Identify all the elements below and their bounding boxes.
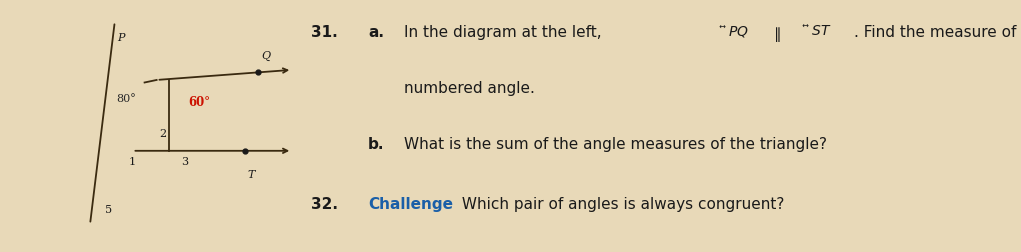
Text: $\parallel$: $\parallel$	[771, 25, 781, 44]
Text: 32.: 32.	[311, 197, 338, 211]
Text: 60°: 60°	[188, 96, 209, 109]
Text: 2: 2	[159, 129, 166, 139]
Text: T: T	[248, 169, 255, 179]
Text: 3: 3	[181, 156, 188, 166]
Text: 80°: 80°	[116, 93, 137, 103]
Text: P: P	[117, 33, 125, 43]
Text: In the diagram at the left,: In the diagram at the left,	[403, 25, 606, 40]
Text: $\overleftrightarrow{ST}$: $\overleftrightarrow{ST}$	[803, 23, 832, 38]
Text: a.: a.	[369, 25, 384, 40]
Text: numbered angle.: numbered angle.	[403, 81, 535, 96]
Text: 1: 1	[129, 156, 136, 166]
Text: . Find the measure of each: . Find the measure of each	[854, 25, 1021, 40]
Text: Challenge: Challenge	[369, 197, 453, 211]
Text: b.: b.	[369, 136, 385, 151]
Text: Q: Q	[261, 50, 271, 60]
Text: $\overleftrightarrow{PQ}$: $\overleftrightarrow{PQ}$	[720, 23, 749, 39]
Text: 5: 5	[105, 204, 112, 214]
Text: 31.: 31.	[311, 25, 338, 40]
Text: Which pair of angles is always congruent?: Which pair of angles is always congruent…	[456, 197, 784, 211]
Text: What is the sum of the angle measures of the triangle?: What is the sum of the angle measures of…	[403, 136, 827, 151]
